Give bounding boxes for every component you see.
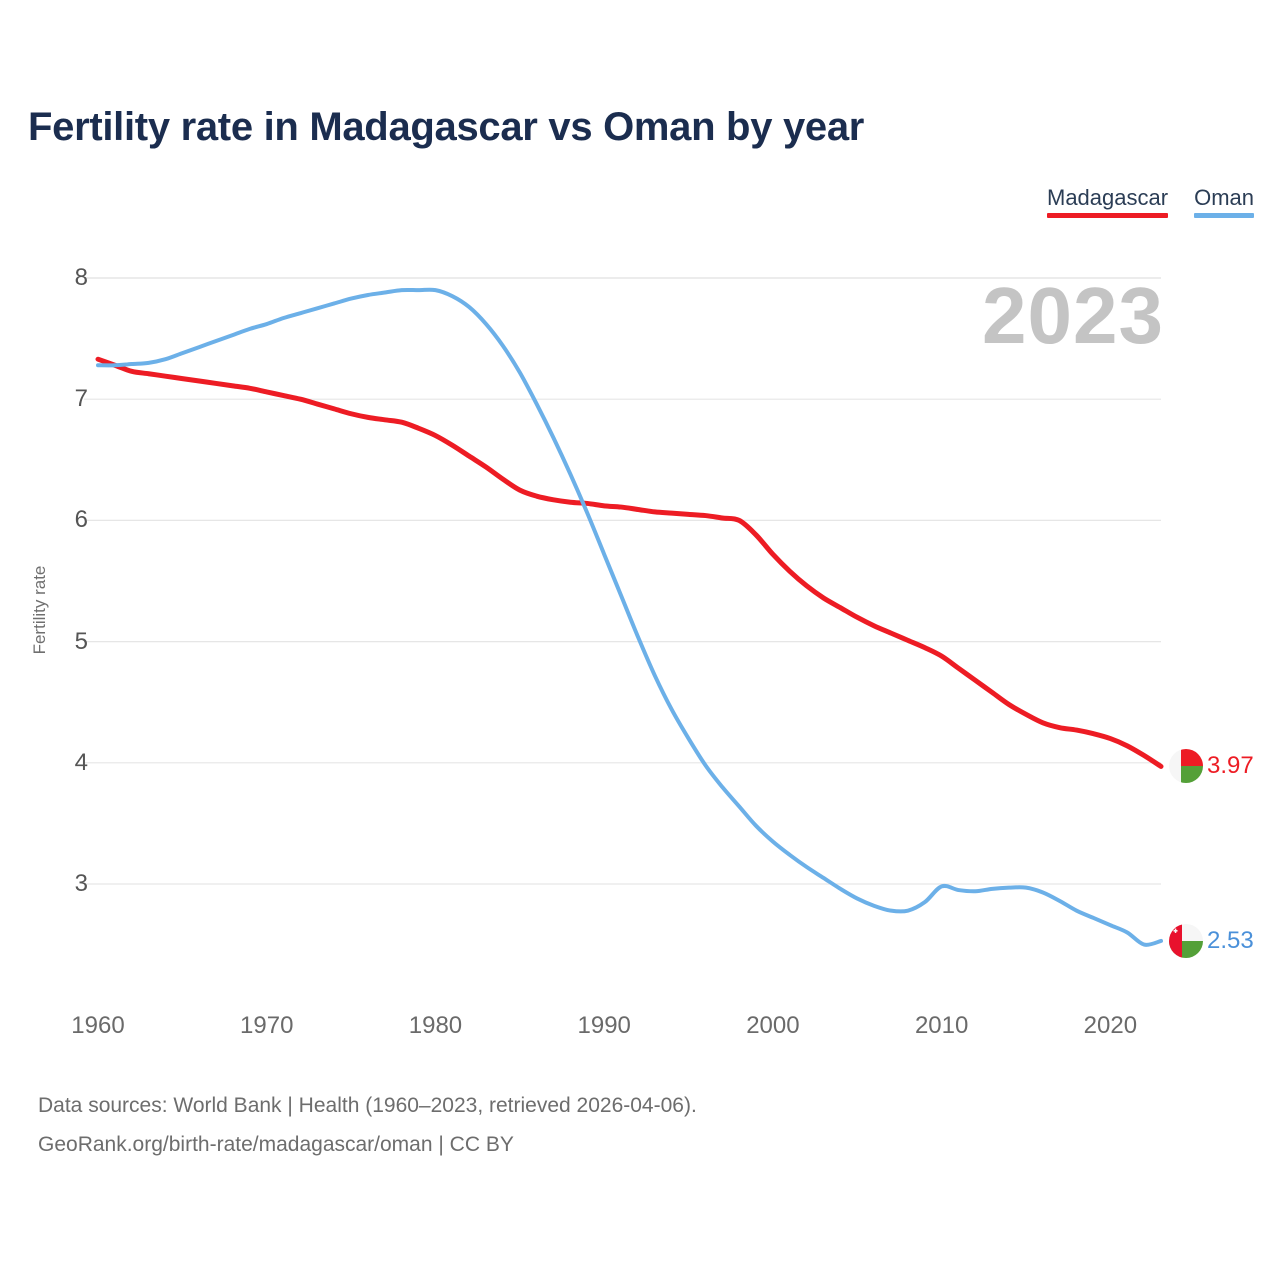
year-watermark: 2023 xyxy=(982,271,1164,360)
x-tick-2000: 2000 xyxy=(746,1012,800,1039)
y-tick-4: 4 xyxy=(74,748,88,776)
y-tick-7: 7 xyxy=(74,385,88,413)
legend-item-madagascar[interactable]: Madagascar xyxy=(1047,185,1169,218)
x-tick-2020: 2020 xyxy=(1083,1012,1138,1039)
madagascar-flag-icon xyxy=(1169,749,1203,784)
legend-label-madagascar: Madagascar xyxy=(1047,185,1169,210)
oman-end-value: 2.53 xyxy=(1207,926,1254,954)
series-line-madagascar xyxy=(95,356,1164,769)
page-title: Fertility rate in Madagascar vs Oman by … xyxy=(28,105,865,149)
oman-flag-icon xyxy=(1169,923,1203,958)
footer-line-1: Data sources: World Bank | Health (1960–… xyxy=(38,1094,697,1117)
legend-item-oman[interactable]: Oman xyxy=(1194,185,1254,218)
chart-legend: Madagascar Oman xyxy=(1047,185,1254,218)
x-tick-1990: 1990 xyxy=(577,1012,631,1039)
y-tick-8: 8 xyxy=(74,264,88,291)
y-tick-5: 5 xyxy=(74,627,88,655)
x-tick-1960: 1960 xyxy=(71,1012,125,1039)
gridlines xyxy=(84,277,1161,885)
series-line-oman xyxy=(96,287,1163,947)
footer-line-2: GeoRank.org/birth-rate/madagascar/oman |… xyxy=(38,1133,514,1156)
footer-sources: Data sources: World Bank | Health (1960–… xyxy=(38,1086,697,1164)
legend-label-oman: Oman xyxy=(1194,185,1254,210)
legend-swatch-madagascar xyxy=(1047,213,1169,218)
y-tick-3: 3 xyxy=(74,870,88,897)
madagascar-end-value: 3.97 xyxy=(1207,752,1254,780)
x-tick-2010: 2010 xyxy=(914,1012,969,1039)
legend-swatch-oman xyxy=(1194,213,1254,218)
y-tick-6: 6 xyxy=(74,506,88,534)
x-tick-1970: 1970 xyxy=(240,1012,294,1039)
x-tick-1980: 1980 xyxy=(408,1012,463,1039)
